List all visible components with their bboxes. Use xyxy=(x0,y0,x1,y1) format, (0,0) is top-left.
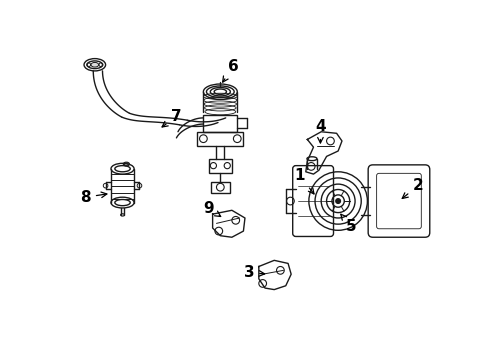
Text: 4: 4 xyxy=(315,119,326,143)
Ellipse shape xyxy=(91,62,98,67)
Text: 3: 3 xyxy=(244,265,265,280)
Text: 5: 5 xyxy=(341,214,357,234)
Bar xyxy=(211,182,229,193)
Text: 2: 2 xyxy=(402,178,423,198)
Bar xyxy=(197,132,244,145)
Bar xyxy=(209,159,232,172)
Text: 6: 6 xyxy=(222,59,239,82)
Text: 1: 1 xyxy=(294,168,314,194)
Text: 7: 7 xyxy=(162,109,182,127)
Text: 9: 9 xyxy=(203,201,220,216)
Circle shape xyxy=(336,199,341,203)
Bar xyxy=(203,115,237,132)
Text: 8: 8 xyxy=(80,190,107,205)
